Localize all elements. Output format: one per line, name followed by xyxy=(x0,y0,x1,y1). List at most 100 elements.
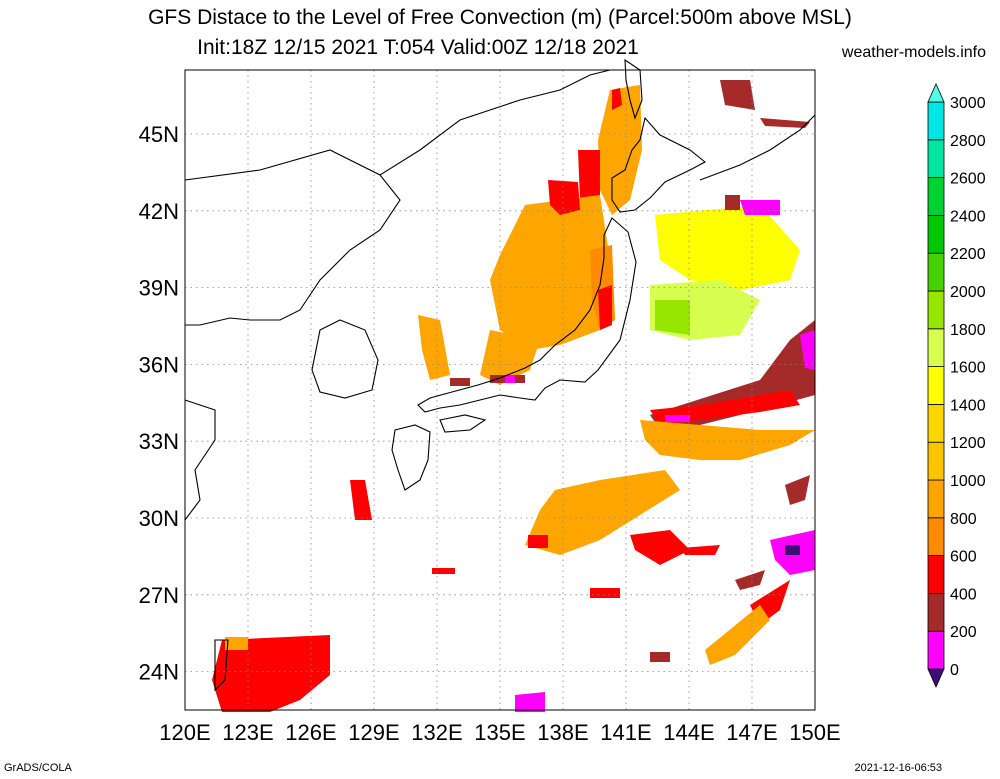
colorbar-label: 1800 xyxy=(950,322,986,339)
field-patch xyxy=(225,637,248,650)
colorbar-label: 400 xyxy=(950,586,977,603)
field-patch xyxy=(655,300,690,335)
field-patch xyxy=(505,375,515,383)
colorbar-segment xyxy=(927,630,945,670)
colorbar-segment xyxy=(927,441,945,481)
colorbar-segment xyxy=(927,479,945,519)
field-patch xyxy=(432,568,455,574)
lat-tick-label: 30N xyxy=(139,506,179,531)
colorbar-label: 200 xyxy=(950,624,977,641)
field-patch xyxy=(212,635,330,712)
colorbar-label: 800 xyxy=(950,511,977,528)
field-patch xyxy=(630,530,690,565)
lat-tick-label: 27N xyxy=(139,583,179,608)
colorbar-segment xyxy=(927,214,945,254)
lon-tick-label: 144E xyxy=(663,720,714,745)
field-patch xyxy=(655,205,800,290)
colorbar-segment xyxy=(927,252,945,292)
colorbar-segment xyxy=(927,328,945,367)
coastline-hokkaido xyxy=(611,116,706,213)
lon-tick-label: 126E xyxy=(285,720,336,745)
colorbar-label: 1600 xyxy=(950,360,986,377)
field-patch xyxy=(720,80,755,110)
coastline-shikoku xyxy=(439,414,487,433)
colorbar-segment xyxy=(927,366,945,405)
field-patch xyxy=(612,88,622,110)
colorbar-label: 2800 xyxy=(950,133,986,150)
source-site: weather-models.info xyxy=(841,44,986,61)
coastline-china-east xyxy=(184,399,216,521)
field-patch xyxy=(735,570,765,590)
coastline-kuril xyxy=(699,114,816,181)
colorbar-segment xyxy=(927,593,945,632)
field-patch xyxy=(450,378,470,386)
lon-tick-label: 120E xyxy=(159,720,210,745)
map-grid xyxy=(185,70,815,710)
footer-software: GrADS/COLA xyxy=(4,762,72,774)
field-patch xyxy=(705,605,770,665)
colorbar-segment xyxy=(927,177,945,216)
colorbar-legend xyxy=(927,83,945,688)
colorbar-segment xyxy=(927,139,945,179)
colorbar-segment xyxy=(927,403,945,443)
lon-tick-labels: 120E 123E 126E 129E 132E 135E 138E 141E 144E 147E… xyxy=(159,720,840,745)
lon-tick-label: 141E xyxy=(600,720,651,745)
field-patch xyxy=(640,420,815,460)
field-patch xyxy=(350,480,372,520)
chart-subtitle: Init:18Z 12/15 2021 T:054 Valid:00Z 12/1… xyxy=(197,36,639,59)
lon-tick-label: 123E xyxy=(222,720,273,745)
colorbar-label: 2400 xyxy=(950,208,986,225)
colorbar-label: 2000 xyxy=(950,284,986,301)
lat-tick-label: 39N xyxy=(139,276,179,301)
coastline-russia-coast xyxy=(379,69,611,176)
colorbar-labels: 0 200 400 600 800 1000 1200 1400 1600 1800 2000 220… xyxy=(950,95,986,679)
lon-tick-label: 135E xyxy=(474,720,525,745)
lon-tick-label: 132E xyxy=(411,720,462,745)
colorbar-label: 3000 xyxy=(950,95,986,112)
field-patch xyxy=(598,85,642,215)
field-patch xyxy=(480,330,540,385)
colorbar-segment xyxy=(927,555,945,594)
map-frame xyxy=(184,69,816,711)
field-patch xyxy=(785,475,810,505)
colorbar-label: 600 xyxy=(950,549,977,566)
lat-tick-label: 42N xyxy=(139,199,179,224)
field-patch xyxy=(418,315,450,380)
coastline-mainland xyxy=(184,149,401,326)
chart-title: GFS Distace to the Level of Free Convect… xyxy=(148,6,852,29)
lat-tick-label: 36N xyxy=(139,352,179,377)
lon-tick-label: 129E xyxy=(348,720,399,745)
colorbar-label: 1000 xyxy=(950,473,986,490)
colorbar-segment xyxy=(927,101,945,141)
field-patch xyxy=(528,535,548,548)
coastline-layer xyxy=(184,58,816,692)
field-patch xyxy=(598,285,612,330)
lon-tick-label: 147E xyxy=(726,720,777,745)
field-patch xyxy=(525,470,680,555)
field-patch xyxy=(515,692,545,712)
field-patch xyxy=(760,118,810,128)
lat-tick-labels: 24N 27N 30N 33N 36N 39N 42N 45N xyxy=(139,122,179,685)
colorbar-over-triangle xyxy=(927,83,945,103)
lat-tick-label: 33N xyxy=(139,429,179,454)
colorbar-label: 2200 xyxy=(950,246,986,263)
lon-tick-label: 138E xyxy=(537,720,588,745)
field-patch xyxy=(785,545,800,555)
data-field-layer xyxy=(212,80,815,712)
lat-tick-label: 24N xyxy=(139,660,179,685)
field-patch xyxy=(650,652,670,662)
colorbar-segment xyxy=(927,290,945,330)
lon-tick-label: 150E xyxy=(789,720,840,745)
colorbar-under-triangle xyxy=(927,668,945,688)
colorbar-segment xyxy=(927,517,945,556)
colorbar-label: 0 xyxy=(950,662,959,679)
field-patch xyxy=(490,195,610,350)
coastline-taiwan xyxy=(214,639,229,692)
coastline-honshu xyxy=(417,217,637,413)
field-patch xyxy=(548,180,580,215)
colorbar-label: 1400 xyxy=(950,397,986,414)
lat-tick-label: 45N xyxy=(139,122,179,147)
colorbar-label: 1200 xyxy=(950,435,986,452)
footer-timestamp: 2021-12-16-06:53 xyxy=(854,762,942,774)
